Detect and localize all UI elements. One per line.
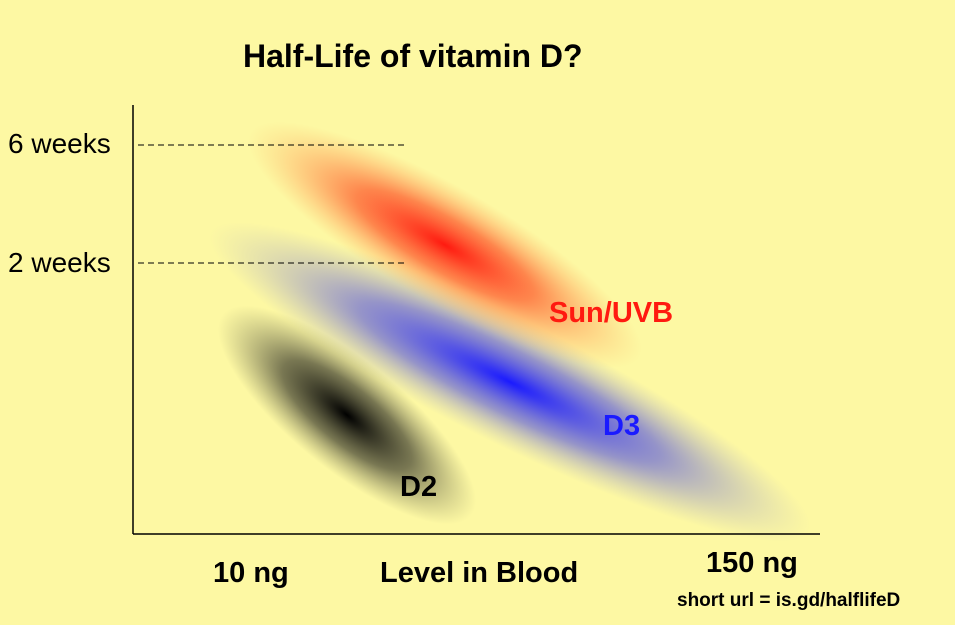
sun-uvb-blob — [247, 121, 643, 369]
label-sun-uvb: Sun/UVB — [549, 297, 674, 329]
y-label-2-weeks: 2 weeks — [8, 247, 111, 278]
d3-blob — [209, 222, 811, 542]
label-d2: D2 — [400, 471, 438, 503]
footnote-url: short url = is.gd/halflifeD — [677, 590, 901, 611]
d2-blob — [217, 305, 477, 525]
y-label-6-weeks: 6 weeks — [8, 128, 111, 159]
chart-title: Half-Life of vitamin D? — [243, 38, 583, 74]
x-axis-title: Level in Blood — [380, 557, 579, 589]
label-d3: D3 — [603, 410, 641, 442]
x-label-10ng: 10 ng — [213, 557, 289, 589]
x-label-150ng: 150 ng — [706, 547, 798, 579]
